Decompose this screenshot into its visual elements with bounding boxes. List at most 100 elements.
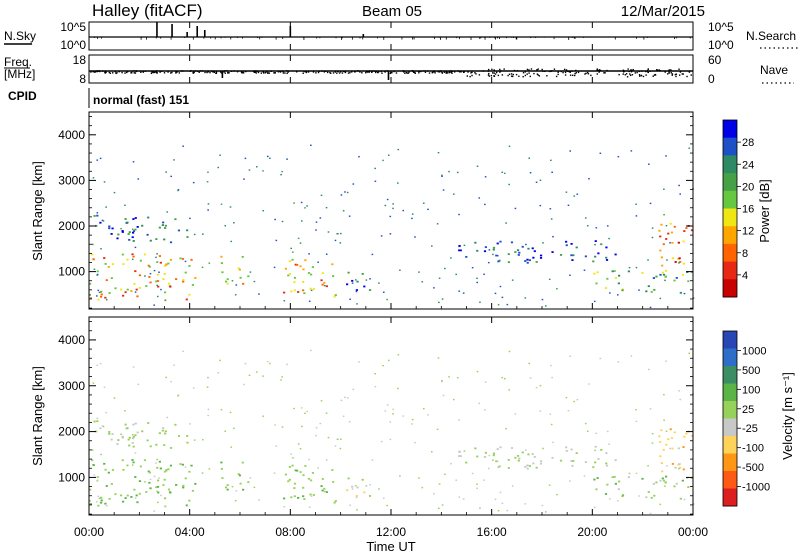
echo-cell — [659, 455, 662, 458]
echo-cell — [565, 450, 568, 452]
nave-dot — [487, 70, 489, 72]
echo-cell — [181, 258, 184, 260]
echo-scatter — [437, 357, 440, 359]
echo-cell — [238, 268, 242, 271]
echo-scatter — [339, 447, 342, 450]
echo-cell — [571, 259, 574, 261]
echo-scatter — [103, 386, 106, 388]
echo-scatter — [494, 498, 497, 501]
echo-cell — [149, 487, 152, 490]
echo-scatter — [411, 418, 414, 421]
nave-dot — [623, 71, 625, 73]
echo-cell — [597, 458, 600, 460]
nave-dot — [653, 74, 656, 76]
echo-scatter — [496, 460, 499, 463]
nave-dot — [418, 72, 420, 74]
echo-cell — [220, 262, 223, 264]
nave-dot — [587, 73, 590, 75]
echo-cell — [182, 486, 185, 489]
echo-scatter — [310, 495, 313, 497]
echo-scatter — [105, 411, 107, 414]
nave-dot — [569, 71, 571, 73]
echo-scatter — [293, 407, 295, 410]
echo-cell — [110, 233, 113, 235]
echo-cell — [134, 217, 137, 219]
echo-scatter — [266, 360, 269, 363]
echo-cell — [136, 501, 139, 504]
echo-scatter — [144, 275, 146, 277]
echo-cell — [679, 497, 682, 500]
echo-cell — [149, 281, 152, 284]
frequency-panel: Freq. [MHz] 18 8 60 0 Nave — [4, 53, 794, 86]
noise-panel: N.Sky 10^5 10^0 10^5 10^0 N.Search — [4, 20, 798, 52]
velocity-colorbar-label: Velocity [m s⁻¹] — [780, 372, 795, 460]
echo-cell — [291, 464, 294, 467]
nave-dot — [227, 72, 229, 74]
echo-cell — [135, 288, 138, 291]
echo-scatter — [306, 410, 308, 413]
echo-cell — [539, 460, 543, 463]
echo-scatter — [565, 396, 568, 399]
echo-scatter — [692, 503, 695, 505]
echo-scatter — [569, 150, 572, 152]
nave-dot — [395, 72, 398, 74]
echo-cell — [104, 296, 107, 299]
echo-cell — [99, 295, 103, 298]
echo-cell — [287, 480, 290, 483]
echo-scatter — [438, 507, 440, 510]
echo-scatter — [649, 202, 652, 205]
echo-scatter — [608, 443, 610, 445]
echo-cell — [146, 439, 149, 442]
echo-cell — [186, 236, 189, 238]
nave-dot — [192, 71, 194, 74]
echo-scatter — [588, 383, 590, 385]
echo-scatter — [387, 359, 390, 362]
echo-cell — [163, 291, 167, 294]
echo-scatter — [583, 475, 586, 477]
echo-scatter — [177, 395, 179, 397]
nave-dot — [453, 71, 456, 73]
echo-scatter — [679, 193, 681, 195]
echo-cell — [169, 464, 173, 467]
echo-cell — [131, 437, 135, 440]
echo-scatter — [269, 362, 271, 365]
echo-cell — [221, 271, 224, 274]
nave-dot — [491, 68, 493, 71]
nave-dot — [515, 73, 518, 76]
echo-scatter — [595, 227, 598, 229]
nave-dot — [551, 70, 553, 72]
nave-dot — [526, 73, 528, 75]
nave-dot — [228, 72, 230, 74]
echo-scatter — [478, 402, 481, 405]
nave-dot — [434, 72, 436, 74]
echo-cell — [570, 448, 573, 451]
echo-scatter — [669, 242, 671, 244]
echo-scatter — [96, 417, 99, 420]
echo-scatter — [89, 294, 91, 296]
echo-cell — [303, 498, 306, 500]
echo-scatter — [340, 194, 343, 196]
echo-scatter — [327, 436, 330, 439]
nave-dot — [199, 70, 202, 72]
echo-cell — [665, 238, 668, 240]
echo-cell — [496, 242, 499, 245]
echo-cell — [108, 225, 111, 228]
echo-cell — [665, 269, 668, 272]
echo-cell — [179, 257, 182, 260]
nave-dot — [445, 72, 447, 74]
echo-scatter — [542, 447, 544, 450]
echo-scatter — [382, 159, 384, 162]
nave-dot — [305, 71, 307, 73]
echo-cell — [158, 460, 161, 463]
echo-cell — [662, 273, 666, 276]
nave-dot — [634, 72, 636, 74]
echo-cell — [132, 255, 135, 258]
echo-scatter — [158, 477, 160, 479]
echo-scatter — [337, 232, 339, 235]
echo-scatter — [664, 485, 666, 487]
echo-scatter — [92, 177, 95, 179]
echo-scatter — [649, 306, 652, 309]
echo-scatter — [444, 473, 446, 475]
echo-scatter — [105, 505, 108, 507]
echo-cell — [458, 455, 461, 457]
